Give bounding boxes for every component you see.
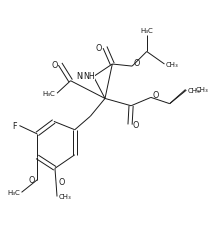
Text: O: O — [51, 60, 58, 69]
Text: H₃C: H₃C — [7, 189, 20, 196]
Text: O: O — [28, 176, 35, 184]
Text: F: F — [13, 122, 17, 130]
Text: H₃C: H₃C — [140, 27, 153, 34]
Text: NH: NH — [83, 72, 95, 81]
Text: O: O — [96, 44, 102, 53]
Text: H₃C: H₃C — [42, 91, 55, 97]
Text: O: O — [153, 90, 159, 99]
Text: CH₃: CH₃ — [196, 86, 209, 92]
Text: CH₃: CH₃ — [59, 194, 71, 200]
Text: CH₃: CH₃ — [166, 62, 179, 68]
Text: O: O — [59, 178, 65, 187]
Text: NH: NH — [77, 72, 88, 81]
Text: O: O — [133, 59, 139, 68]
Text: CH₃: CH₃ — [188, 88, 201, 94]
Text: O: O — [133, 120, 139, 129]
